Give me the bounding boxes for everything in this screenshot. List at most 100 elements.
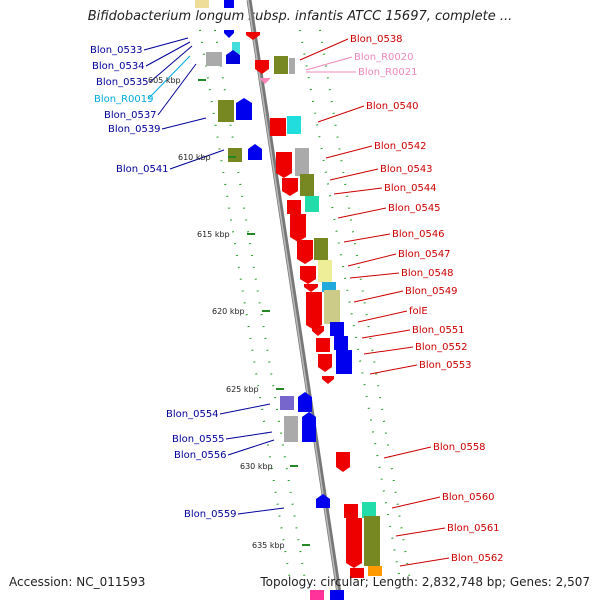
gene-label[interactable]: Blon_0562	[451, 553, 504, 564]
gene-arrow[interactable]	[290, 214, 306, 242]
gene-box[interactable]	[364, 516, 380, 566]
gene-label[interactable]: Blon_0546	[392, 229, 445, 240]
gene-label[interactable]: Blon_0551	[412, 325, 465, 336]
gene-label[interactable]: Blon_0545	[388, 203, 441, 214]
gene-box[interactable]	[195, 0, 209, 8]
label-leader	[343, 233, 391, 243]
label-leader	[145, 41, 191, 67]
gene-arrow[interactable]	[282, 178, 298, 196]
gene-arrow[interactable]	[316, 494, 330, 508]
gene-arrow[interactable]	[336, 452, 350, 472]
gene-label[interactable]: Blon_0552	[415, 342, 468, 353]
gene-box[interactable]	[270, 118, 286, 136]
gene-label[interactable]: Blon_0543	[380, 164, 433, 175]
gene-box[interactable]	[368, 566, 382, 576]
gene-arrow[interactable]	[304, 284, 318, 292]
gene-box[interactable]	[316, 338, 330, 352]
label-leader	[299, 38, 349, 61]
gene-arrow[interactable]	[236, 98, 252, 120]
gene-box[interactable]	[218, 100, 234, 122]
gene-label[interactable]: Blon_0535	[96, 77, 149, 88]
gene-arrow[interactable]	[312, 326, 324, 336]
gene-arrow[interactable]	[246, 32, 260, 40]
gene-label[interactable]: Blon_R0020	[354, 52, 414, 63]
gene-arrow[interactable]	[224, 30, 234, 38]
label-leader	[305, 56, 353, 71]
gene-box[interactable]	[322, 282, 336, 292]
label-leaders	[143, 37, 450, 567]
gene-arrow[interactable]	[297, 240, 313, 264]
gene-label[interactable]: Blon_0558	[433, 442, 486, 453]
gene-arrow[interactable]	[255, 60, 269, 74]
gene-label[interactable]: Blon_0542	[374, 141, 427, 152]
gene-box[interactable]	[350, 568, 364, 578]
label-leader	[157, 63, 197, 116]
gene-label[interactable]: Blon_0544	[384, 183, 437, 194]
gene-box[interactable]	[324, 290, 340, 324]
gene-label[interactable]: folE	[409, 306, 428, 317]
gene-box[interactable]	[305, 196, 319, 212]
gene-box[interactable]	[295, 148, 309, 176]
label-leader	[395, 527, 446, 537]
gene-arrow[interactable]	[226, 50, 240, 64]
gene-label[interactable]: Blon_0560	[442, 492, 495, 503]
gene-box[interactable]	[300, 174, 314, 196]
gene-box[interactable]	[330, 322, 344, 336]
gene-label[interactable]: Blon_R0021	[358, 67, 418, 78]
gene-label[interactable]: Blon_0533	[90, 45, 143, 56]
gene-box[interactable]	[287, 116, 301, 134]
gene-box[interactable]	[318, 260, 332, 282]
label-leader	[361, 329, 411, 339]
gene-box[interactable]	[274, 56, 288, 74]
gene-arrow[interactable]	[300, 266, 316, 284]
gene-label[interactable]: Blon_0555	[172, 434, 225, 445]
label-leader	[363, 346, 414, 355]
label-leader	[219, 403, 271, 415]
gene-arrow[interactable]	[306, 292, 322, 330]
gene-box[interactable]	[224, 0, 234, 8]
gene-label[interactable]: Blon_0554	[166, 409, 219, 420]
gene-arrow[interactable]	[298, 392, 312, 412]
gene-box[interactable]	[289, 58, 295, 74]
label-leader	[391, 496, 441, 509]
label-leader	[325, 145, 373, 159]
gene-arrow[interactable]	[322, 376, 334, 384]
gene-label[interactable]: Blon_0561	[447, 523, 500, 534]
gene-box[interactable]	[206, 52, 222, 66]
gene-box[interactable]	[310, 590, 324, 600]
gene-box[interactable]	[232, 42, 240, 54]
gene-box[interactable]	[280, 396, 294, 410]
gene-label[interactable]: Blon_0553	[419, 360, 472, 371]
gene-arrow[interactable]	[248, 144, 262, 160]
gene-label[interactable]: Blon_0548	[401, 268, 454, 279]
gene-label[interactable]: Blon_0537	[104, 110, 157, 121]
gene-label[interactable]: Blon_R0019	[94, 94, 154, 105]
gene-box[interactable]	[344, 504, 358, 518]
gene-box[interactable]	[228, 148, 242, 162]
gene-box[interactable]	[287, 200, 301, 214]
map-title: Bifidobacterium longum subsp. infantis A…	[87, 9, 513, 24]
gene-label[interactable]: Blon_0540	[366, 101, 419, 112]
gene-box[interactable]	[330, 590, 344, 600]
gene-label[interactable]: Blon_0538	[350, 34, 403, 45]
gene-box[interactable]	[334, 336, 348, 350]
gene-arrow[interactable]	[260, 78, 270, 84]
gene-label[interactable]: Blon_0556	[174, 450, 227, 461]
gene-label[interactable]: Blon_0559	[184, 509, 237, 520]
gene-label[interactable]: Blon_0541	[116, 164, 169, 175]
gene-label[interactable]: Blon_0547	[398, 249, 451, 260]
gene-label[interactable]: Blon_0539	[108, 124, 161, 135]
gene-label[interactable]: Blon_0534	[92, 61, 145, 72]
label-leader	[333, 187, 383, 195]
gene-arrow[interactable]	[318, 354, 332, 372]
gene-box[interactable]	[284, 416, 298, 442]
gene-arrow[interactable]	[346, 518, 362, 568]
gene-arrow[interactable]	[276, 152, 292, 178]
gene-arrow[interactable]	[302, 412, 316, 442]
label-leader	[349, 272, 400, 279]
gene-box[interactable]	[362, 502, 376, 518]
gene-box[interactable]	[336, 350, 352, 374]
gene-label[interactable]: Blon_0549	[405, 286, 458, 297]
gene-box[interactable]	[314, 238, 328, 260]
